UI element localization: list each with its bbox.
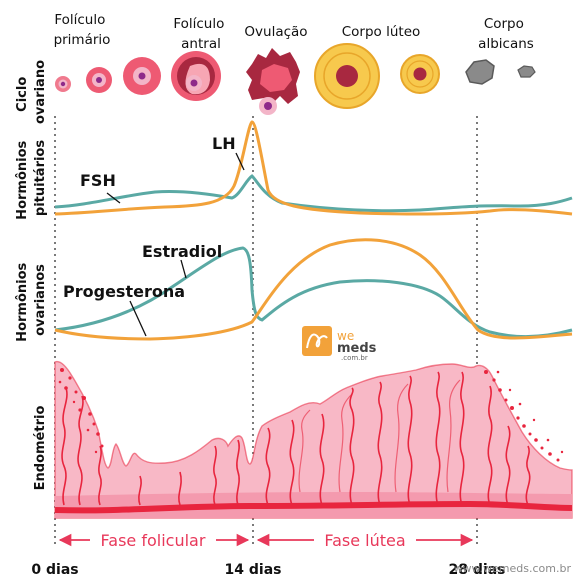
corpus-albicans-large — [465, 59, 495, 85]
follicle-stage-1 — [55, 76, 71, 92]
axis-label-day14: 14 dias — [225, 562, 282, 578]
row-label-ovarian-cycle: Ciclo ovariano — [15, 60, 48, 124]
svg-text:we: we — [337, 329, 354, 343]
estradiol-label: Estradiol — [142, 242, 222, 261]
corpus-albicans-small — [517, 65, 536, 78]
fsh-label: FSH — [80, 171, 116, 190]
row-label-ovarian-hormones: Hormônios ovarianos — [15, 258, 48, 342]
progesterone-pointer — [129, 300, 147, 337]
fsh-curve — [54, 174, 573, 213]
follicle-stage-3 — [123, 57, 161, 95]
stage-label-corpus-albicans: Corpo albicans — [478, 16, 534, 52]
fsh-pointer — [106, 192, 121, 204]
lh-label: LH — [212, 134, 236, 153]
watermark: www.wemeds.com.br — [454, 562, 572, 575]
lh-pointer — [235, 152, 245, 171]
progesterone-label: Progesterona — [63, 282, 185, 301]
corpus-luteum-large — [314, 43, 380, 109]
phase-label-luteal: Fase lútea — [324, 531, 405, 550]
row-label-endometrium: Endométrio — [33, 406, 48, 491]
ovulation-follicle — [246, 48, 300, 115]
endometrium-illustration — [54, 360, 573, 519]
stage-label-ovulation: Ovulação — [244, 24, 307, 40]
corpus-luteum-small — [400, 54, 440, 94]
axis-label-day0: 0 dias — [31, 562, 78, 578]
stage-label-corpus-luteum: Corpo lúteo — [342, 24, 421, 40]
stage-label-primary: Folículo primário — [54, 12, 111, 48]
lh-curve — [54, 120, 573, 216]
row-label-pituitary: Hormônios pituitários — [15, 136, 48, 220]
follicle-stage-2 — [86, 67, 112, 93]
follicle-stage-antral — [171, 51, 221, 101]
estradiol-pointer — [180, 259, 187, 279]
axis-label-day28: 28 dias — [449, 562, 506, 578]
svg-text:meds: meds — [337, 341, 377, 356]
stage-label-antral: Folículo antral — [173, 16, 228, 52]
svg-text:.com.br: .com.br — [341, 354, 368, 362]
phase-label-follicular: Fase folicular — [101, 531, 206, 550]
progesterone-curve — [54, 238, 573, 341]
wemeds-logo: we meds .com.br — [302, 326, 377, 362]
menstrual-bleeding — [58, 368, 564, 462]
